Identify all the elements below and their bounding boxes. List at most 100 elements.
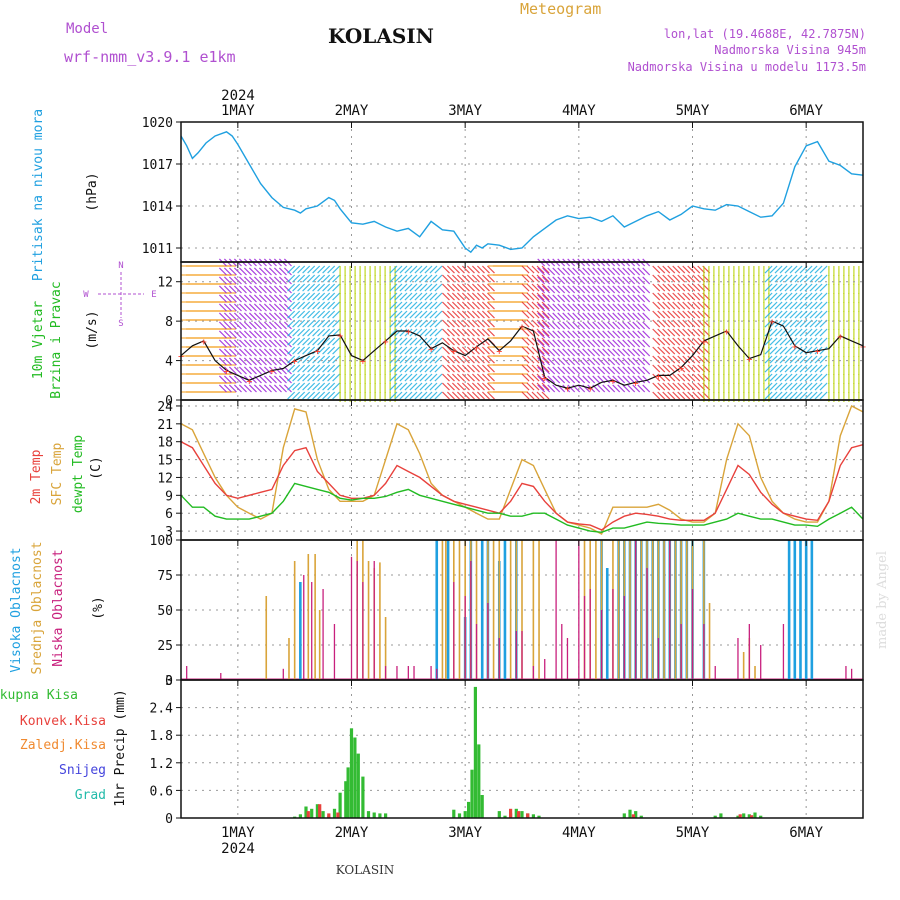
wind-barb (451, 391, 460, 400)
wind-barb (312, 292, 321, 301)
temp2m-ylabel: 2m Temp (29, 449, 44, 504)
wind-barb (441, 382, 450, 391)
wind-barb (542, 348, 551, 357)
wind-barb (461, 364, 470, 373)
wind-barb (394, 292, 403, 301)
wind-barb (327, 274, 336, 283)
legend-conv-precip: Konvek.Kisa (20, 714, 106, 729)
wind-barb (223, 375, 232, 384)
wind-barb (572, 267, 581, 276)
wind-barb (322, 328, 331, 337)
wind-barb (552, 339, 561, 348)
model-label: Model (66, 21, 108, 37)
wind-barb (273, 384, 282, 393)
wind-barb (562, 366, 571, 375)
wind-barb (774, 355, 783, 364)
wind-barb (537, 375, 546, 384)
wind-barb (577, 330, 586, 339)
wind-barb (451, 265, 460, 274)
wind-barb (263, 312, 272, 321)
wind-barb (253, 357, 262, 366)
wind-barb (446, 355, 455, 364)
wind-barb (814, 319, 823, 328)
wind-barb (607, 348, 616, 357)
y-tick-label: 15 (157, 454, 173, 469)
wind-barb (677, 355, 686, 364)
wind-barb (572, 294, 581, 303)
wind-barb (297, 292, 306, 301)
wind-barb (297, 391, 306, 400)
wind-gust-marker: + (746, 355, 752, 366)
wind-barb (542, 321, 551, 330)
wind-barb (547, 357, 556, 366)
wind-barb (273, 285, 282, 294)
wind-barb (547, 348, 556, 357)
wind-barb (672, 391, 681, 400)
wind-barb (327, 364, 336, 373)
total_precip-bar (736, 815, 740, 818)
wind-barb (404, 346, 413, 355)
wind-barb (642, 321, 651, 330)
wind-gust-marker: + (428, 345, 434, 356)
wind-barb (557, 303, 566, 312)
wind-barb (441, 301, 450, 310)
wind-barb (278, 375, 287, 384)
wind-barb (562, 321, 571, 330)
wind-barb (607, 303, 616, 312)
wind-barb (632, 357, 641, 366)
wind-barb (327, 346, 336, 355)
wind-barb (317, 382, 326, 391)
wind-barb (223, 303, 232, 312)
wind-barb (238, 276, 247, 285)
wind-barb (612, 339, 621, 348)
wind-gust-marker: + (837, 332, 843, 343)
wind-barb (404, 283, 413, 292)
wind-barb (789, 355, 798, 364)
wind-gust-marker: + (701, 337, 707, 348)
wind-barb (577, 312, 586, 321)
wind-barb (552, 357, 561, 366)
wind-barb (652, 274, 661, 283)
wind-barb (809, 355, 818, 364)
wind-barb (521, 328, 530, 337)
wind-barb (253, 267, 262, 276)
wind-gust-marker: + (269, 366, 275, 377)
total_precip-bar (622, 813, 626, 818)
wind-barb (228, 375, 237, 384)
y-tick-label: 1.8 (150, 729, 173, 744)
wind-barb (652, 283, 661, 292)
wind-barb (677, 346, 686, 355)
wind-barb (577, 267, 586, 276)
wind-barb (779, 292, 788, 301)
wind-barb (287, 301, 296, 310)
wind-barb (612, 330, 621, 339)
wind-barb (547, 276, 556, 285)
wind-barb (804, 310, 813, 319)
wind-barb (471, 274, 480, 283)
wind-barb (429, 373, 438, 382)
wind-gust-marker: + (360, 357, 366, 368)
pressure-unit: (hPa) (85, 172, 100, 211)
total_precip-bar (452, 809, 456, 818)
wind-barb (218, 312, 227, 321)
wind-barb (617, 330, 626, 339)
wind-barb (218, 366, 227, 375)
wind-barb (404, 301, 413, 310)
wind-barb (307, 301, 316, 310)
wind-barb (389, 265, 398, 274)
wind-barb (258, 312, 267, 321)
wind-gust-marker: + (610, 376, 616, 387)
wind-barb (233, 267, 242, 276)
wind-barb (627, 375, 636, 384)
wind-barb (526, 292, 535, 301)
wind-barb (283, 276, 292, 285)
wind-barb (521, 301, 530, 310)
wind-barb (451, 337, 460, 346)
wind-barb (283, 375, 292, 384)
conv_precip-bar (318, 804, 322, 818)
wind-barb (612, 366, 621, 375)
wind-barb (541, 346, 550, 355)
wind-barb (317, 301, 326, 310)
wind-unit: (m/s) (85, 310, 100, 349)
wind-barb (632, 330, 641, 339)
